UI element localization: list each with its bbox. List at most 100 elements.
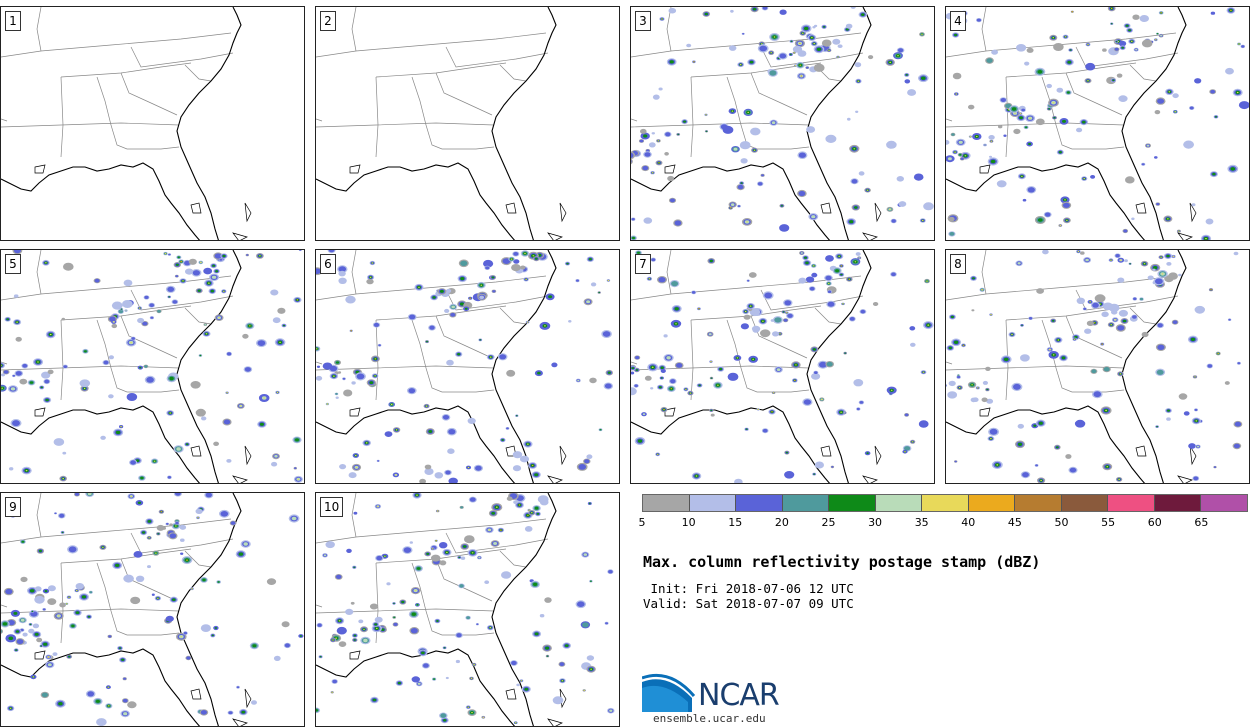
storm-cell <box>1022 198 1027 202</box>
storm-cell <box>669 280 680 288</box>
storm-cell <box>586 256 594 262</box>
member-label: 9 <box>5 497 21 517</box>
storm-cell <box>1023 125 1029 130</box>
storm-cell <box>826 300 836 308</box>
storm-cell <box>989 139 994 143</box>
storm-cell <box>1082 307 1087 311</box>
lake-outline <box>349 650 361 660</box>
storm-cell <box>455 351 463 357</box>
lake-outline <box>559 445 567 466</box>
storm-cell <box>213 268 220 274</box>
storm-cell <box>1102 366 1111 373</box>
storm-cell <box>909 439 916 444</box>
storm-cell <box>1128 38 1136 45</box>
state-border <box>1005 319 1009 401</box>
storm-cell <box>885 58 895 66</box>
storm-cell <box>1133 47 1139 52</box>
storm-cell <box>691 472 702 480</box>
lake-outline <box>1135 445 1147 457</box>
state-border <box>981 7 987 52</box>
storm-cell <box>1236 361 1241 365</box>
state-border <box>316 365 495 371</box>
storm-cell <box>948 314 956 320</box>
storm-cell <box>1153 277 1165 286</box>
storm-cell <box>850 7 856 9</box>
state-border <box>425 367 495 393</box>
storm-cell <box>1139 15 1149 22</box>
storm-cell <box>468 296 473 300</box>
storm-cell <box>564 261 571 266</box>
lake-outline <box>244 445 252 466</box>
storm-cell <box>1050 318 1057 323</box>
storm-cell <box>746 303 755 310</box>
storm-cell <box>851 204 860 211</box>
storm-cell <box>151 593 155 596</box>
lake-outline <box>664 407 676 417</box>
storm-cell <box>325 402 330 406</box>
storm-cell <box>729 45 737 51</box>
storm-cell <box>516 683 520 687</box>
storm-cell <box>202 330 211 337</box>
storm-cell <box>338 641 347 647</box>
storm-cell <box>441 414 451 421</box>
storm-cell <box>58 512 66 519</box>
colorbar-segment <box>1108 495 1155 511</box>
storm-cell <box>32 631 42 638</box>
storm-cell <box>740 158 748 164</box>
storm-cell <box>575 600 586 609</box>
storm-cell <box>989 155 992 158</box>
storm-cell <box>55 699 66 708</box>
storm-cell <box>1008 331 1016 338</box>
storm-cell <box>523 277 529 282</box>
state-border <box>740 124 810 150</box>
state-border <box>445 46 549 68</box>
state-border <box>1005 76 1009 158</box>
state-border <box>60 319 64 401</box>
storm-cell <box>329 373 339 380</box>
storm-cell <box>430 294 438 301</box>
storm-cell <box>293 466 297 470</box>
storm-cell <box>802 255 809 261</box>
state-border <box>690 76 694 158</box>
storm-cell <box>1155 343 1166 351</box>
storm-cell <box>798 277 807 284</box>
storm-cell <box>458 583 465 589</box>
storm-cell <box>631 387 637 396</box>
storm-cell <box>227 710 234 715</box>
storm-cell <box>667 175 675 182</box>
storm-cell <box>471 662 477 667</box>
colorbar-segment <box>643 495 690 511</box>
storm-cell <box>1132 14 1140 20</box>
storm-cell <box>524 526 533 532</box>
storm-cell <box>811 272 818 278</box>
storm-cell <box>998 125 1003 129</box>
storm-cell <box>1108 258 1114 262</box>
storm-cell <box>704 130 709 133</box>
storm-cell <box>832 38 841 45</box>
storm-cell <box>125 338 137 347</box>
storm-cell <box>434 618 441 624</box>
storm-cell <box>334 359 341 366</box>
storm-cell <box>1034 464 1039 467</box>
storm-cell <box>1224 381 1230 385</box>
storm-cell <box>722 125 734 134</box>
storm-cell <box>445 676 449 680</box>
storm-cell <box>210 263 218 269</box>
storm-cell <box>580 621 591 629</box>
storm-cell <box>440 717 449 724</box>
storm-cell <box>824 274 833 282</box>
storm-cell <box>39 644 43 648</box>
storm-cell <box>923 321 934 330</box>
storm-cell <box>784 471 795 479</box>
storm-cell <box>805 276 815 283</box>
lake-outline <box>547 232 563 240</box>
storm-cell <box>1194 408 1198 412</box>
storm-cell <box>165 522 170 526</box>
state-border <box>726 319 742 369</box>
storm-cell <box>1054 336 1063 344</box>
state-border <box>1 518 232 544</box>
storm-cell <box>316 375 323 381</box>
storm-cell <box>1102 302 1113 311</box>
storm-cell <box>1226 7 1236 14</box>
storm-cell <box>513 259 520 264</box>
